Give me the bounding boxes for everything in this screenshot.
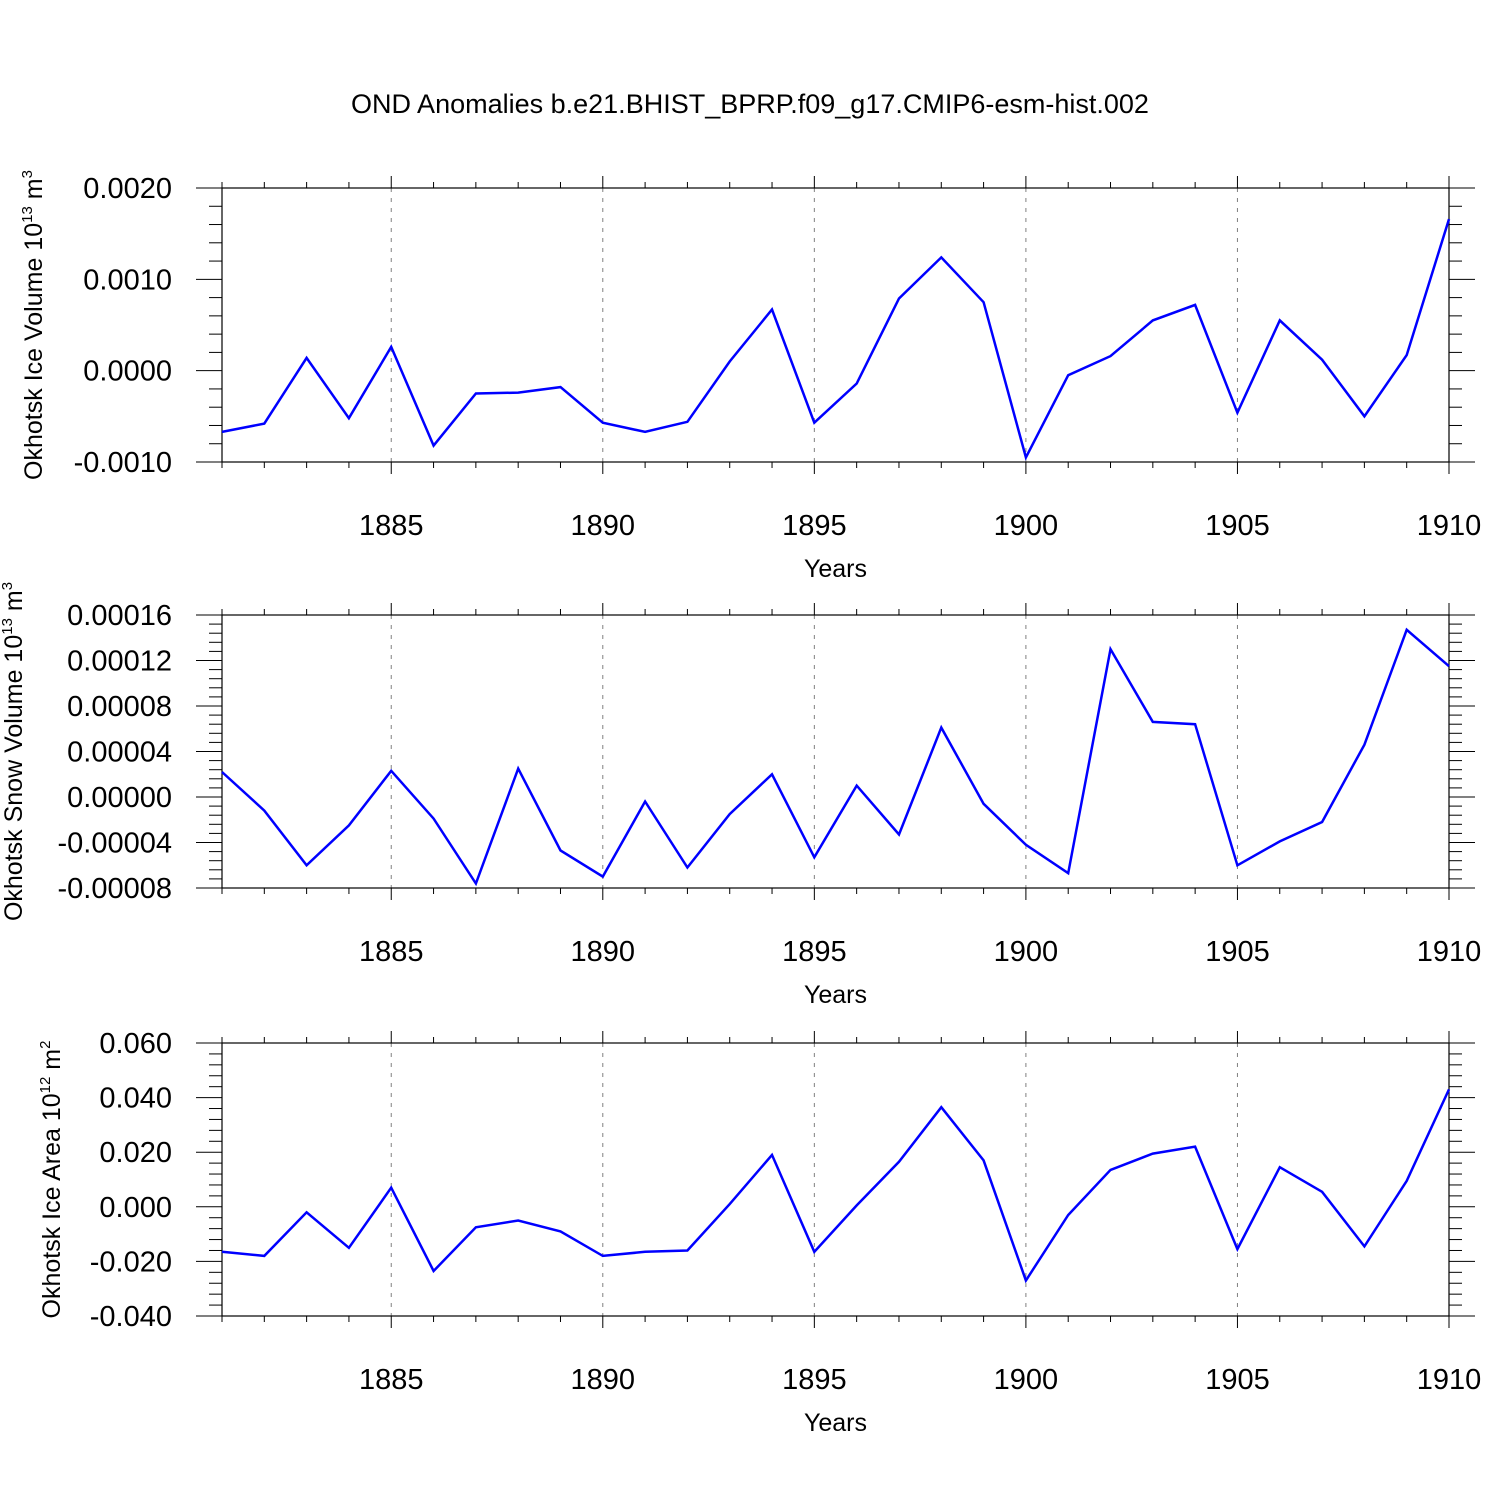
series-line bbox=[221, 218, 1451, 461]
y-tick-label: 0.020 bbox=[99, 1137, 172, 1169]
plot-frame bbox=[221, 187, 1450, 463]
x-axis-title: Years bbox=[804, 1409, 867, 1437]
y-tick-label: 0.0000 bbox=[83, 356, 172, 388]
y-axis-title-exponent: 13 bbox=[0, 618, 16, 635]
y-tick-label: -0.040 bbox=[90, 1301, 172, 1333]
x-tick-label: 1885 bbox=[359, 510, 424, 542]
x-tick-label: 1910 bbox=[1417, 1364, 1482, 1396]
x-tick-label: 1895 bbox=[782, 936, 847, 968]
y-tick-label: 0.0020 bbox=[83, 173, 172, 205]
x-tick-label: 1895 bbox=[782, 510, 847, 542]
y-tick-label: 0.0010 bbox=[83, 264, 172, 296]
x-tick-label: 1900 bbox=[994, 936, 1059, 968]
y-axis-title-text: Okhotsk Ice Volume 10 bbox=[20, 223, 48, 480]
x-tick-label: 1905 bbox=[1205, 1364, 1270, 1396]
x-tick-label: 1910 bbox=[1417, 510, 1482, 542]
y-tick-label: 0.040 bbox=[99, 1083, 172, 1115]
series-line bbox=[221, 627, 1450, 887]
y-axis-title-unit: m bbox=[0, 590, 28, 618]
x-axis-title: Years bbox=[804, 555, 867, 583]
x-axis-title: Years bbox=[804, 981, 867, 1009]
y-axis-title-unit: m bbox=[38, 1049, 66, 1077]
y-tick-label: -0.0010 bbox=[74, 447, 172, 479]
x-tick-label: 1900 bbox=[994, 1364, 1059, 1396]
x-tick-label: 1890 bbox=[571, 936, 636, 968]
y-axis-title-exponent: 12 bbox=[37, 1077, 54, 1094]
x-tick-label: 1895 bbox=[782, 1364, 847, 1396]
y-axis-title: Okhotsk Ice Volume 1013 m3 bbox=[19, 170, 48, 480]
x-tick-label: 1900 bbox=[994, 510, 1059, 542]
y-axis-title-text: Okhotsk Ice Area 10 bbox=[38, 1093, 66, 1318]
y-tick-label: -0.00008 bbox=[58, 873, 173, 905]
y-tick-label: 0.060 bbox=[99, 1028, 172, 1060]
y-axis-title-unit-exponent: 2 bbox=[37, 1041, 54, 1049]
y-axis-title-unit-exponent: 3 bbox=[0, 582, 16, 590]
chart-panel-3: -0.040 -0.020 0.000 0.020 0.040 0.060 1885 1890… bbox=[37, 1028, 1481, 1437]
x-tick-label: 1885 bbox=[359, 936, 424, 968]
x-tick-label: 1905 bbox=[1205, 936, 1270, 968]
y-axis-title-text: Okhotsk Snow Volume 10 bbox=[0, 635, 28, 921]
y-tick-label: 0.00012 bbox=[67, 646, 172, 678]
panels: -0.0010 0.0000 0.0010 0.0020 1885 1890 1895 190… bbox=[0, 170, 1481, 1437]
chart-panel-1: -0.0010 0.0000 0.0010 0.0020 1885 1890 1895 190… bbox=[19, 170, 1481, 583]
y-axis-title-exponent: 13 bbox=[19, 206, 36, 223]
plot-frame bbox=[221, 1042, 1450, 1317]
y-tick-label: 0.000 bbox=[99, 1192, 172, 1224]
y-tick-label: 0.00016 bbox=[67, 600, 172, 632]
y-axis-title-unit: m bbox=[20, 178, 48, 206]
series-line bbox=[221, 1088, 1451, 1284]
y-tick-label: -0.00004 bbox=[58, 828, 173, 860]
chart-panel-2: -0.00008 -0.00004 0.00000 0.00004 0.00008 0.0… bbox=[0, 582, 1481, 1009]
y-axis-title: Okhotsk Snow Volume 1013 m3 bbox=[0, 582, 28, 921]
y-tick-label: 0.00004 bbox=[67, 737, 172, 769]
y-tick-label: -0.020 bbox=[90, 1246, 172, 1278]
x-tick-label: 1890 bbox=[571, 510, 636, 542]
x-tick-label: 1905 bbox=[1205, 510, 1270, 542]
y-tick-label: 0.00000 bbox=[67, 782, 172, 814]
x-tick-label: 1890 bbox=[571, 1364, 636, 1396]
y-axis-title-unit-exponent: 3 bbox=[19, 170, 36, 178]
x-tick-label: 1885 bbox=[359, 1364, 424, 1396]
x-tick-label: 1910 bbox=[1417, 936, 1482, 968]
figure-title: OND Anomalies b.e21.BHIST_BPRP.f09_g17.C… bbox=[351, 89, 1149, 119]
y-axis-title: Okhotsk Ice Area 1012 m2 bbox=[37, 1041, 66, 1319]
y-tick-label: 0.00008 bbox=[67, 691, 172, 723]
